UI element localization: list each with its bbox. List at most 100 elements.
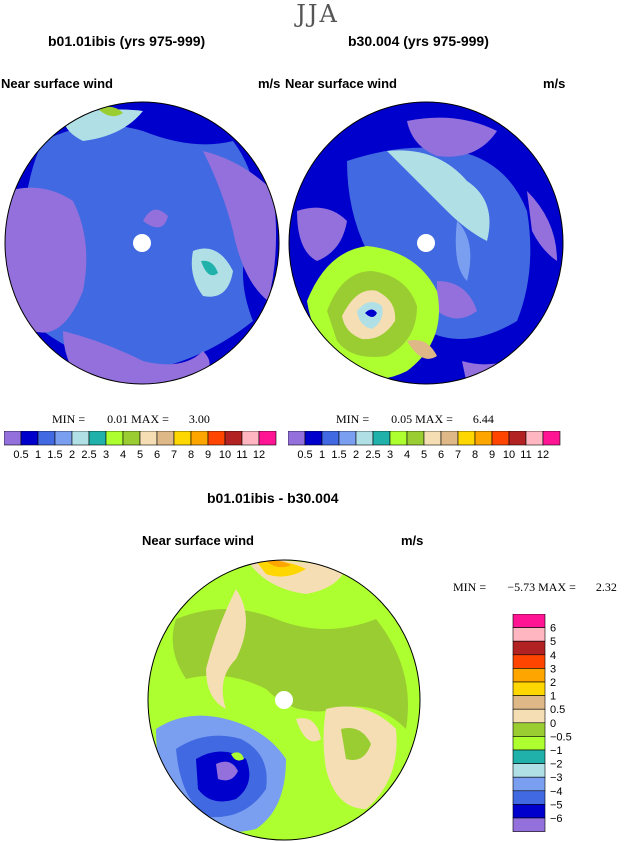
- panel3-colorbar-label: 6: [550, 623, 556, 635]
- panel3-colorbar-swatch: [512, 614, 546, 628]
- panel3-min-label: MIN =: [453, 580, 487, 594]
- panel2-colorbar-swatch: [321, 431, 340, 446]
- panel1-colorbar-swatch: [20, 431, 39, 446]
- panel3-colorbar-label: −4: [550, 786, 563, 798]
- panel2-units: m/s: [543, 76, 566, 91]
- panel3-colorbar-label: 3: [550, 663, 556, 675]
- panel2-colorbar-swatch: [474, 431, 493, 446]
- panel3-colorbar-swatch: [512, 640, 546, 656]
- panel1-colorbar-swatch: [190, 431, 209, 446]
- panel2-minmax: MIN = 0.05 MAX = 6.44: [336, 412, 494, 427]
- panel3-colorbar-swatch: [512, 654, 546, 669]
- panel3-colorbar-label: 1: [550, 691, 556, 703]
- panel3-units: m/s: [401, 533, 424, 548]
- panel1-colorbar-label: 4: [120, 449, 126, 461]
- panel2-colorbar-label: 10: [503, 449, 515, 461]
- panel1-field-label: Near surface wind: [1, 76, 113, 91]
- panel2-colorbar-label: 9: [489, 449, 495, 461]
- panel1-colorbar-swatch: [258, 431, 277, 446]
- panel1-colorbar-swatch: [105, 431, 124, 446]
- panel2-contours: [289, 102, 563, 384]
- panel2-max-label: MAX =: [415, 412, 453, 426]
- panel1-colorbar-label: 7: [171, 449, 177, 461]
- panel2-colorbar-swatch: [457, 431, 476, 446]
- panel1-colorbar-swatch: [37, 431, 56, 446]
- panel2-colorbar-swatch: [491, 431, 510, 446]
- panel1-max-value: 3.00: [188, 412, 210, 426]
- panel2-colorbar-swatch: [508, 431, 527, 446]
- panel3-max-value: 2.32: [595, 580, 617, 594]
- panel1-colorbar-swatch: [241, 431, 260, 446]
- panel2-min-label: MIN =: [336, 412, 370, 426]
- panel3-colorbar-label: −6: [550, 813, 563, 825]
- panel3-colorbar-swatch: [512, 681, 546, 696]
- panel2-colorbar-swatch: [389, 431, 408, 446]
- panel2-colorbar-swatch: [372, 431, 391, 446]
- panel2-colorbar-swatch: [542, 431, 561, 446]
- panel1-colorbar-swatch: [224, 431, 243, 446]
- panel3-colorbar: 65 43 2 10.5 0−0.5 −1 −2−3 −4−5 −6: [512, 614, 572, 832]
- panel2-colorbar-label: 2: [353, 449, 359, 461]
- panel1-colorbar-label: 5: [137, 449, 143, 461]
- panel1-colorbar-label: 11: [236, 449, 247, 461]
- panel1-colorbar-label: 2.5: [81, 449, 96, 461]
- panel3-pole: [275, 691, 293, 709]
- panel3-colorbar-swatch: [512, 627, 546, 642]
- panel3-colorbar-swatch: [512, 708, 546, 724]
- panel3-colorbar-label: 2: [550, 677, 556, 689]
- panel1-colorbar-swatch: [4, 431, 22, 446]
- panel1-title: b01.01ibis (yrs 975-999): [48, 33, 206, 49]
- panel2-colorbar-label: 11: [520, 449, 531, 461]
- panel1-colorbar-label: 8: [188, 449, 194, 461]
- panel3-colorbar-swatch: [512, 736, 546, 751]
- panel2-colorbar-label: 5: [421, 449, 427, 461]
- panel3-colorbar-label: 0: [550, 718, 556, 730]
- panel2-map: [288, 101, 564, 385]
- panel2-colorbar-label: 2.5: [365, 449, 380, 461]
- panel1-colorbar-swatch: [122, 431, 141, 446]
- panel1-colorbar-label: 0.5: [13, 449, 28, 461]
- panel3-colorbar-label: 5: [550, 636, 556, 648]
- panel2-colorbar-label: 1: [319, 449, 325, 461]
- panel3-max-label: MAX =: [538, 580, 576, 594]
- panel3-colorbar-label: −5: [550, 799, 563, 811]
- panel3-colorbar-label: −1: [550, 745, 563, 757]
- panel1-colorbar-swatch: [207, 431, 226, 446]
- panel3-colorbar-swatch: [512, 776, 546, 792]
- panel1-pole: [133, 234, 151, 252]
- panel3-map: [147, 559, 421, 841]
- panel3-colorbar-swatch: [512, 817, 546, 832]
- panel2-colorbar-label: 0.5: [297, 449, 312, 461]
- panel1-colorbar-label: 9: [205, 449, 211, 461]
- panel2-colorbar-swatch: [423, 431, 442, 446]
- panel3-colorbar-label: 4: [550, 650, 556, 662]
- panel2-colorbar-swatch: [338, 431, 357, 446]
- panel1-colorbar-swatch: [173, 431, 192, 446]
- panel1-colorbar-label: 2: [69, 449, 75, 461]
- panel2-title: b30.004 (yrs 975-999): [348, 33, 489, 49]
- panel1-colorbar-label: 1.5: [47, 449, 62, 461]
- panel3-title: b01.01ibis - b30.004: [207, 490, 339, 506]
- panel2-colorbar-swatch: [525, 431, 544, 446]
- panel1-map: [4, 101, 280, 385]
- panel2-colorbar-label: 12: [537, 449, 549, 461]
- panel2-colorbar-label: 6: [438, 449, 444, 461]
- panel2-colorbar-swatch: [355, 431, 374, 446]
- panel3-colorbar-swatch: [512, 749, 546, 764]
- panel1-colorbar-swatch: [54, 431, 73, 446]
- panel2-colorbar-swatch: [406, 431, 425, 446]
- panel1-colorbar-swatch: [71, 431, 90, 446]
- panel1-colorbar-swatch: [88, 431, 107, 446]
- panel1-minmax: MIN = 0.01 MAX = 3.00: [52, 412, 210, 427]
- panel2-colorbar-label: 1.5: [331, 449, 346, 461]
- panel2-colorbar-label: 7: [455, 449, 461, 461]
- panel2-colorbar-label: 4: [404, 449, 410, 461]
- panel2-max-value: 6.44: [472, 412, 494, 426]
- panel3-colorbar-swatch: [512, 763, 546, 778]
- panel1-colorbar-label: 1: [35, 449, 41, 461]
- panel2-colorbar-swatch: [304, 431, 323, 446]
- panel1-colorbar-label: 10: [219, 449, 231, 461]
- panel3-field-label: Near surface wind: [142, 533, 254, 548]
- panel1-min-value: 0.01: [107, 412, 129, 426]
- panel1-colorbar-label: 6: [154, 449, 160, 461]
